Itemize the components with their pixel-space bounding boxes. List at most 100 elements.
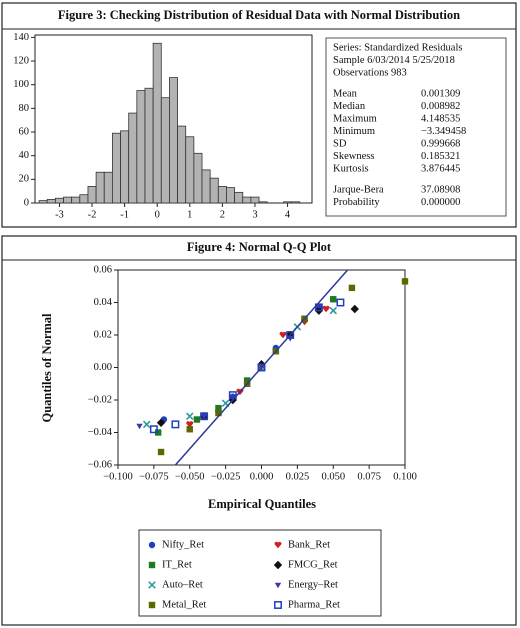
y-tick-label: 0.04 xyxy=(94,297,113,308)
y-tick-label: 40 xyxy=(19,150,30,161)
point xyxy=(200,412,209,421)
x-tick-label: 1 xyxy=(187,209,192,220)
reference-line xyxy=(174,269,349,466)
legend-marker xyxy=(148,601,156,609)
stats-label: Probability xyxy=(333,197,380,208)
stats-header: Series: Standardized Residuals xyxy=(333,42,462,53)
legend-marker xyxy=(148,581,156,589)
legend-label: Energy–Ret xyxy=(288,579,338,590)
histogram-bar xyxy=(128,112,138,204)
point xyxy=(279,331,287,339)
legend-marker xyxy=(274,541,282,549)
histogram-bar xyxy=(177,125,187,204)
stats-value: 4.148535 xyxy=(421,113,460,124)
point xyxy=(228,391,237,400)
stats-value: 0.008982 xyxy=(421,101,460,112)
histogram-bar xyxy=(120,130,130,204)
histogram-bar xyxy=(79,194,89,204)
histogram-bar xyxy=(258,201,268,204)
x-tick-label: 0.025 xyxy=(286,471,310,482)
point xyxy=(336,298,345,307)
point xyxy=(200,414,208,420)
histogram-bar xyxy=(152,42,162,204)
stats-label: Mean xyxy=(333,88,358,99)
point xyxy=(329,306,338,315)
y-tick-label: 0 xyxy=(24,197,29,208)
legend-label: IT_Ret xyxy=(162,559,192,570)
histogram-bar xyxy=(63,196,73,204)
stats-value: 0.185321 xyxy=(421,151,460,162)
point xyxy=(186,426,193,433)
point xyxy=(229,394,236,400)
stats-value: 3.876445 xyxy=(421,163,460,174)
stats-value: 0.001309 xyxy=(421,88,460,99)
point xyxy=(314,303,323,312)
x-tick-label: −0.100 xyxy=(103,471,133,482)
legend-label: Bank_Ret xyxy=(288,539,330,550)
histogram-bar xyxy=(226,187,236,204)
stats-header: Sample 6/03/2014 5/25/2018 xyxy=(333,55,455,66)
point xyxy=(257,363,266,372)
figure-4-frame xyxy=(1,235,517,626)
legend-marker xyxy=(274,582,282,589)
x-tick-label: 0.050 xyxy=(321,471,345,482)
legend-label: Nifty_Ret xyxy=(162,539,204,550)
y-tick-label: 0.02 xyxy=(94,329,112,340)
figure-3-title: Figure 3: Checking Distribution of Resid… xyxy=(58,8,460,22)
histogram-bar xyxy=(71,196,81,204)
x-tick-label: 0.100 xyxy=(393,471,417,482)
histogram-bar xyxy=(169,77,178,204)
legend-label: Metal_Ret xyxy=(162,599,206,610)
histogram-bar xyxy=(160,97,170,204)
x-tick-label: 0.075 xyxy=(357,471,381,482)
point xyxy=(243,377,251,384)
histogram-bar xyxy=(209,177,219,204)
x-axis-label: Empirical Quantiles xyxy=(208,497,316,511)
x-tick-label: −0.025 xyxy=(211,471,241,482)
histogram-bar xyxy=(87,186,97,204)
y-tick-label: 120 xyxy=(13,55,29,66)
stats-value: 0.000000 xyxy=(421,197,460,208)
x-tick-label: 0 xyxy=(155,209,160,220)
y-tick-label: 60 xyxy=(19,126,30,137)
point xyxy=(193,416,201,423)
legend-marker xyxy=(148,541,156,549)
point xyxy=(322,305,330,313)
point xyxy=(171,420,180,429)
legend-label: Pharma_Ret xyxy=(288,599,340,610)
histogram-bar xyxy=(217,186,227,204)
y-tick-label: −0.04 xyxy=(88,427,113,438)
legend-marker xyxy=(273,560,283,570)
y-tick-label: −0.06 xyxy=(88,459,112,470)
y-tick-label: 0.06 xyxy=(94,264,112,275)
point xyxy=(401,278,409,285)
histogram-bar xyxy=(283,201,293,204)
stats-label: Jarque-Bera xyxy=(333,184,384,195)
point xyxy=(157,448,165,456)
histogram-bar xyxy=(103,171,113,204)
x-tick-label: -2 xyxy=(88,209,97,220)
stats-label: Minimum xyxy=(333,126,375,137)
histogram-bar xyxy=(193,152,203,204)
histogram-bar xyxy=(136,90,146,204)
x-tick-label: -3 xyxy=(55,209,64,220)
stats-label: Median xyxy=(333,101,366,112)
x-tick-label: −0.075 xyxy=(139,471,169,482)
x-tick-label: 4 xyxy=(285,209,291,220)
histogram-bar xyxy=(95,171,105,204)
stats-box xyxy=(325,37,507,217)
y-tick-label: −0.02 xyxy=(88,394,112,405)
stats-value: 37.08908 xyxy=(421,184,460,195)
stats-header: Observations 983 xyxy=(333,67,407,78)
point xyxy=(136,423,143,430)
point xyxy=(350,304,359,314)
stats-label: SD xyxy=(333,138,347,149)
stats-label: Maximum xyxy=(333,113,377,124)
x-tick-label: 0.000 xyxy=(250,471,274,482)
histogram-bar xyxy=(46,199,56,204)
figure-3-frame xyxy=(1,2,517,228)
point xyxy=(215,404,222,412)
point xyxy=(215,409,222,417)
x-tick-label: 3 xyxy=(252,209,257,220)
